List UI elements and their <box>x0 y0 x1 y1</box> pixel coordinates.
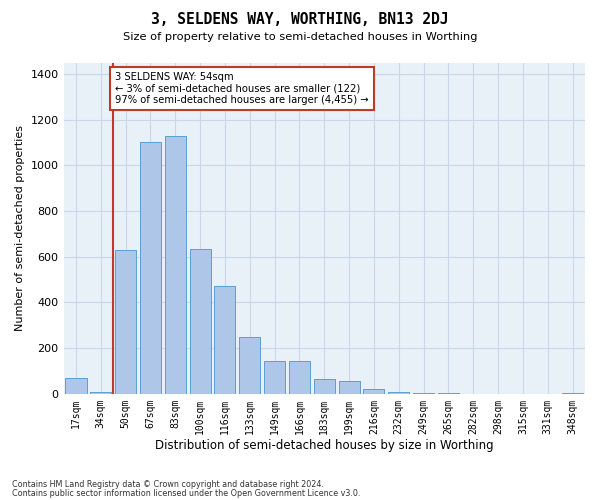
Bar <box>115 250 136 394</box>
Bar <box>214 286 235 394</box>
Bar <box>338 382 359 394</box>
Bar <box>165 136 186 394</box>
Bar <box>388 392 409 394</box>
Text: Contains public sector information licensed under the Open Government Licence v3: Contains public sector information licen… <box>12 488 361 498</box>
Bar <box>239 336 260 394</box>
Bar <box>289 360 310 394</box>
Text: 3, SELDENS WAY, WORTHING, BN13 2DJ: 3, SELDENS WAY, WORTHING, BN13 2DJ <box>151 12 449 28</box>
Bar <box>90 392 112 394</box>
Bar <box>140 142 161 394</box>
Bar <box>65 378 86 394</box>
Text: Size of property relative to semi-detached houses in Worthing: Size of property relative to semi-detach… <box>123 32 477 42</box>
Bar <box>413 392 434 394</box>
Y-axis label: Number of semi-detached properties: Number of semi-detached properties <box>15 125 25 331</box>
Text: Contains HM Land Registry data © Crown copyright and database right 2024.: Contains HM Land Registry data © Crown c… <box>12 480 324 489</box>
Bar <box>190 248 211 394</box>
Bar <box>314 379 335 394</box>
Bar <box>364 390 385 394</box>
Text: 3 SELDENS WAY: 54sqm
← 3% of semi-detached houses are smaller (122)
97% of semi-: 3 SELDENS WAY: 54sqm ← 3% of semi-detach… <box>115 72 369 105</box>
X-axis label: Distribution of semi-detached houses by size in Worthing: Distribution of semi-detached houses by … <box>155 440 494 452</box>
Bar <box>562 392 583 394</box>
Bar <box>264 360 285 394</box>
